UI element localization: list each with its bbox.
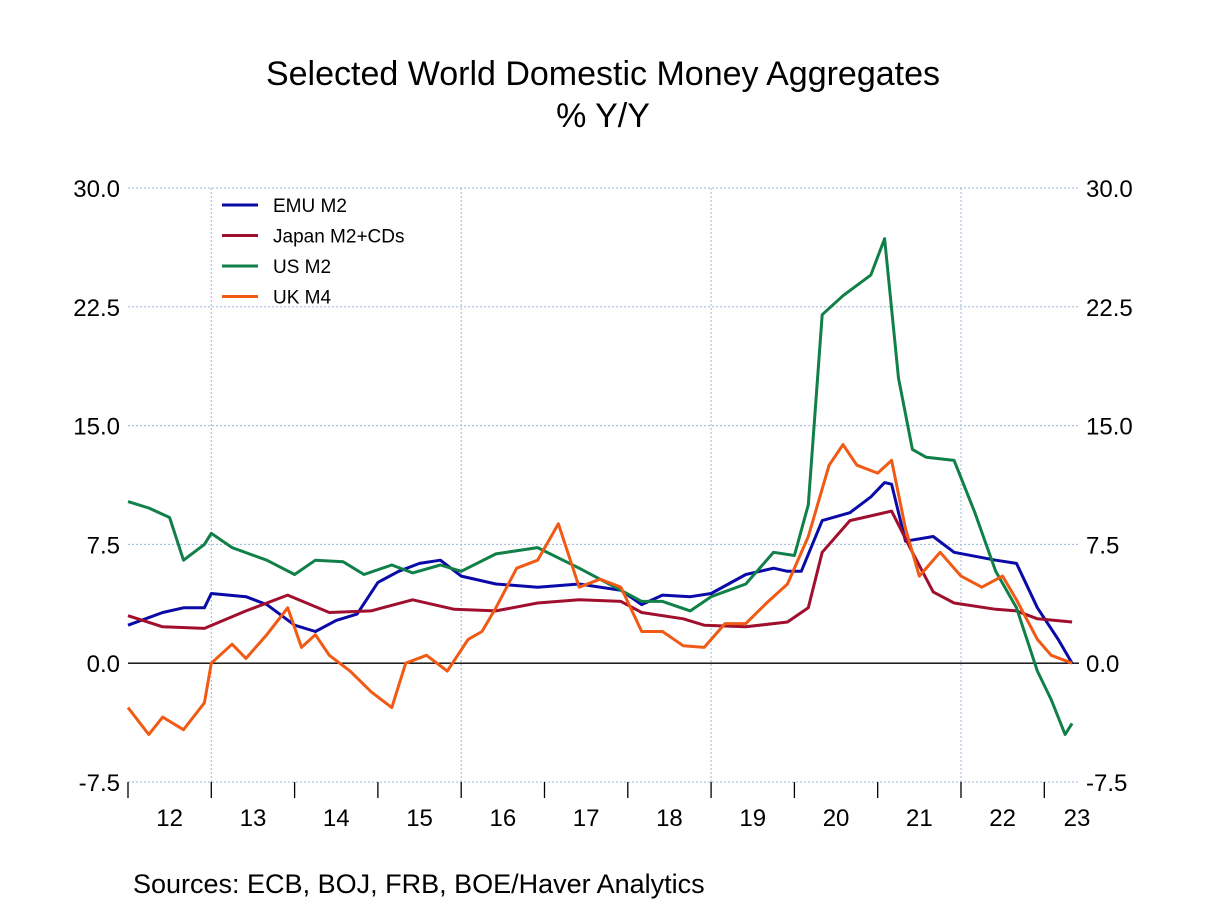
x-tick-label: 20 [823, 805, 850, 832]
x-tick-label: 23 [1064, 805, 1091, 832]
x-tick-label: 16 [489, 805, 516, 832]
y-tick-label-left: 30.0 [73, 176, 120, 203]
y-tick-label-left: 22.5 [73, 295, 120, 322]
x-tick-label: 17 [573, 805, 600, 832]
y-tick-label-left: 0.0 [87, 651, 120, 678]
chart-subtitle: % Y/Y [556, 97, 650, 135]
x-tick-label: 15 [406, 805, 433, 832]
x-tick-label: 14 [323, 805, 350, 832]
series-line-us-m2 [127, 237, 1074, 736]
series-lines [126, 237, 1074, 736]
x-tick-label: 13 [240, 805, 267, 832]
y-tick-label-left: 15.0 [73, 414, 120, 441]
y-tick-label-right: -7.5 [1086, 770, 1127, 797]
y-tick-label-left: -7.5 [79, 770, 120, 797]
legend: EMU M2 Japan M2+CDs US M2 UK M4 [222, 196, 404, 309]
x-tick-label: 19 [739, 805, 766, 832]
y-tick-label-left: 7.5 [87, 532, 120, 559]
legend-label: EMU M2 [273, 196, 347, 217]
y-tick-label-right: 15.0 [1086, 414, 1133, 441]
y-tick-label-right: 22.5 [1086, 295, 1133, 322]
series-line-japan-m2-cds [127, 509, 1073, 630]
legend-label: US M2 [273, 257, 331, 278]
grid [128, 187, 1079, 783]
y-tick-label-right: 30.0 [1086, 176, 1133, 203]
x-tick-label: 12 [156, 805, 183, 832]
x-tick-label: 21 [906, 805, 933, 832]
legend-label: Japan M2+CDs [273, 227, 404, 248]
x-tick-label: 18 [656, 805, 683, 832]
x-tick-label: 22 [989, 805, 1016, 832]
y-tick-label-right: 7.5 [1086, 532, 1119, 559]
series-line-emu-m2 [127, 481, 1074, 664]
source-note: Sources: ECB, BOJ, FRB, BOE/Haver Analyt… [133, 869, 705, 899]
legend-label: UK M4 [273, 288, 332, 309]
series-line-uk-m4 [126, 443, 1073, 736]
chart-title: Selected World Domestic Money Aggregates [266, 55, 940, 93]
y-tick-label-right: 0.0 [1086, 651, 1119, 678]
axes: 30.0 30.0 22.5 22.5 15.0 15.0 7.5 7.5 0.0 0.0 -7.5… [73, 176, 1132, 832]
